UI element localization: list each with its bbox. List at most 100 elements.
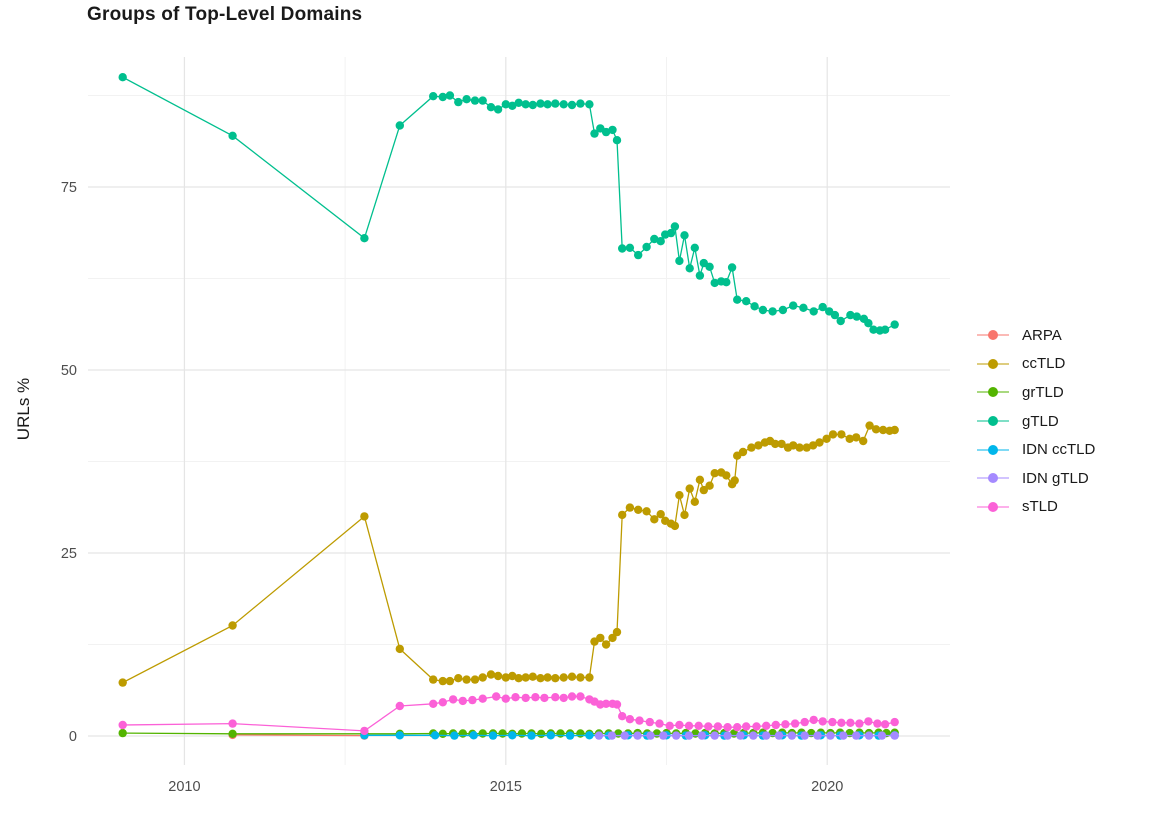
legend-item-label: IDN gTLD <box>1022 469 1089 487</box>
legend-swatch-cctld <box>977 358 1009 369</box>
data-point-gtld <box>656 237 665 246</box>
data-point-idn-cctld <box>508 731 517 740</box>
data-point-cctld <box>650 515 659 524</box>
data-point-cctld <box>771 439 780 449</box>
data-point-gtld <box>799 303 808 312</box>
legend-swatch-grtld <box>977 387 1009 398</box>
data-point-stld <box>655 719 664 728</box>
data-point-gtld <box>670 222 680 231</box>
data-point-idn-gtld <box>813 731 822 740</box>
data-point-gtld <box>727 263 737 272</box>
data-point-cctld <box>536 674 545 683</box>
data-point-stld <box>551 693 560 702</box>
data-point-idn-gtld <box>710 731 719 740</box>
data-point-gtld <box>486 103 496 112</box>
data-point-stld <box>880 720 890 729</box>
data-point-idn-cctld <box>450 731 459 740</box>
data-point-cctld <box>395 644 404 654</box>
data-point-cctld <box>228 621 237 630</box>
data-point-cctld <box>478 673 487 682</box>
data-point-cctld <box>852 433 861 442</box>
x-tick-label: 2020 <box>811 779 843 795</box>
data-point-stld <box>228 719 237 728</box>
data-point-cctld <box>890 425 899 435</box>
legend-dot-icon <box>988 473 998 484</box>
legend-dot-icon <box>988 358 998 369</box>
data-point-idn-gtld <box>762 731 771 740</box>
data-point-gtld <box>462 95 471 104</box>
data-point-stld <box>790 719 800 728</box>
data-point-grtld <box>478 729 487 738</box>
data-point-cctld <box>514 674 523 683</box>
data-point-idn-cctld <box>546 731 555 740</box>
data-point-stld <box>540 693 549 703</box>
data-point-gtld <box>722 278 731 287</box>
data-point-stld <box>855 719 864 728</box>
data-point-idn-gtld <box>723 731 732 740</box>
data-point-cctld <box>837 430 846 439</box>
data-point-cctld <box>685 484 694 493</box>
data-point-gtld <box>585 100 594 109</box>
data-point-cctld <box>493 671 503 681</box>
data-point-gtld <box>690 243 699 252</box>
data-point-gtld <box>559 100 568 109</box>
legend-item-stld: sTLD <box>977 493 1095 522</box>
legend-swatch-stld <box>977 501 1009 512</box>
data-point-stld <box>576 692 585 701</box>
data-point-stld <box>828 717 837 727</box>
data-point-stld <box>478 694 487 703</box>
x-tick-label: 2015 <box>490 779 522 795</box>
data-point-gtld <box>429 92 438 101</box>
data-point-gtld <box>890 320 899 329</box>
data-point-stld <box>635 716 644 725</box>
data-point-cctld <box>470 675 480 684</box>
data-point-gtld <box>818 302 827 312</box>
data-point-gtld <box>601 127 611 137</box>
data-point-cctld <box>608 633 617 643</box>
data-point-stld <box>837 718 846 727</box>
legend-swatch-arpa <box>977 330 1009 341</box>
data-point-stld <box>458 696 467 706</box>
data-point-idn-cctld <box>488 731 498 740</box>
legend-item-idn-gtld: IDN gTLD <box>977 464 1095 493</box>
legend: ARPA ccTLD grTLD gTLD IDN ccTLD IDN gTLD sTLD <box>977 321 1095 521</box>
data-point-cctld <box>754 441 763 450</box>
data-point-cctld <box>822 434 831 443</box>
data-point-cctld <box>699 485 708 495</box>
data-point-cctld <box>528 672 537 681</box>
data-point-stld <box>864 717 873 726</box>
data-point-idn-gtld <box>684 731 694 740</box>
series-line-arpa <box>232 734 365 737</box>
data-point-cctld <box>454 674 463 683</box>
data-point-cctld <box>747 443 756 452</box>
data-point-idn-gtld <box>736 731 745 740</box>
data-point-stld <box>771 720 780 730</box>
legend-dot-icon <box>988 387 998 398</box>
data-point-gtld <box>576 99 585 108</box>
legend-swatch-idn-cctld <box>977 444 1009 455</box>
data-point-idn-gtld <box>774 731 784 740</box>
data-point-gtld <box>528 100 537 110</box>
data-point-gtld <box>470 96 480 105</box>
data-point-gtld <box>454 97 463 107</box>
data-point-cctld <box>675 491 684 500</box>
data-point-cctld <box>828 430 838 439</box>
data-point-gtld <box>612 136 622 145</box>
data-point-cctld <box>543 673 552 682</box>
data-point-stld <box>752 722 761 731</box>
data-point-stld <box>890 717 899 727</box>
data-point-cctld <box>445 676 455 686</box>
data-point-gtld <box>395 121 404 130</box>
data-point-idn-gtld <box>852 731 861 740</box>
data-point-gtld <box>758 305 768 315</box>
data-point-cctld <box>501 673 510 682</box>
legend-item-label: gTLD <box>1022 412 1059 430</box>
data-point-gtld <box>685 264 694 273</box>
data-point-idn-gtld <box>877 731 887 740</box>
data-point-stld <box>818 717 827 726</box>
data-point-cctld <box>871 425 881 434</box>
data-point-gtld <box>750 302 759 311</box>
data-point-idn-gtld <box>646 731 655 740</box>
data-point-stld <box>713 722 723 731</box>
data-point-gtld <box>836 316 845 326</box>
